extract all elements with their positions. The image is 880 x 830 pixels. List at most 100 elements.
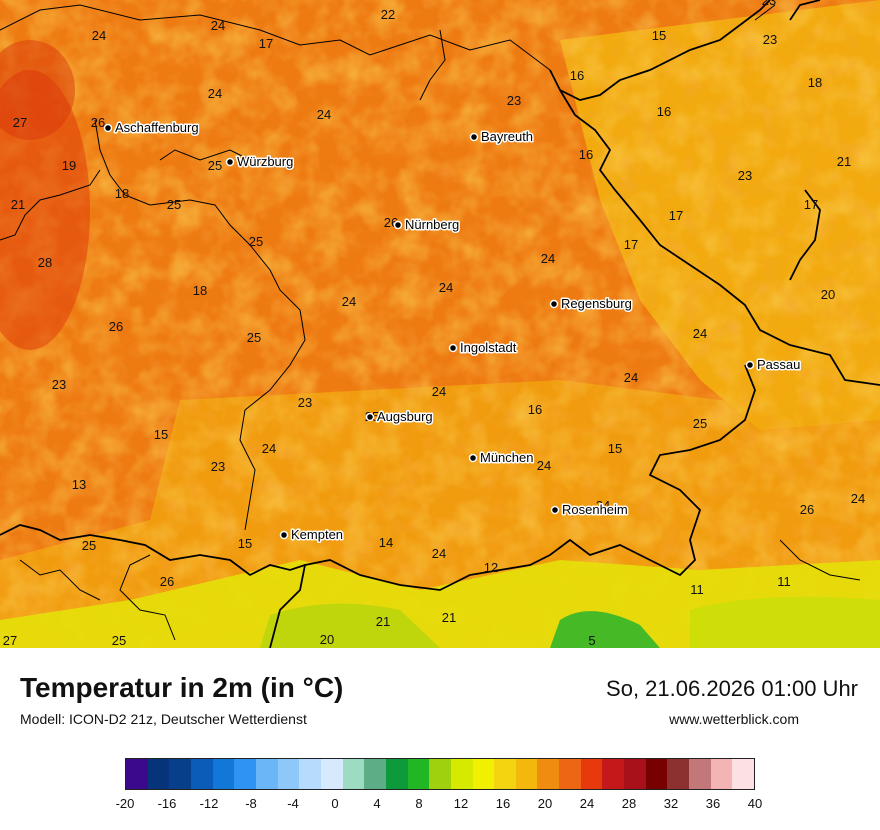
- legend-swatch: [624, 759, 646, 789]
- temperature-value: 26: [109, 319, 123, 334]
- legend-swatch: [645, 759, 668, 789]
- city-name: Kempten: [291, 527, 343, 542]
- temperature-value: 24: [317, 107, 331, 122]
- temperature-value: 25: [167, 197, 181, 212]
- temperature-value: 25: [247, 330, 261, 345]
- legend-tick-label: 0: [331, 796, 339, 811]
- legend-swatch: [602, 759, 625, 789]
- temperature-value: 24: [208, 86, 222, 101]
- temperature-value: 18: [193, 283, 207, 298]
- temperature-value: 11: [777, 574, 791, 589]
- legend-swatch: [494, 759, 516, 789]
- temperature-value: 21: [11, 197, 25, 212]
- city-marker: Würzburg: [225, 153, 295, 171]
- legend-swatch: [429, 759, 451, 789]
- temperature-value: 11: [690, 582, 704, 597]
- legend-swatch: [342, 759, 365, 789]
- legend-tick-label: -16: [157, 796, 177, 811]
- website-link[interactable]: www.wetterblick.com: [669, 711, 799, 727]
- map-footer: Temperatur in 2m (in °C) Modell: ICON-D2…: [0, 648, 880, 830]
- legend-swatch: [537, 759, 560, 789]
- temperature-value: 16: [657, 104, 671, 119]
- legend-tick-label: 8: [415, 796, 423, 811]
- temperature-value: 25: [208, 158, 222, 173]
- city-marker: Rosenheim: [550, 501, 629, 519]
- city-dot: [365, 412, 375, 422]
- legend-tick-label: -12: [199, 796, 219, 811]
- legend-swatch: [407, 759, 430, 789]
- city-marker: Augsburg: [365, 408, 434, 426]
- city-name: Rosenheim: [562, 502, 628, 517]
- temperature-value: 21: [376, 614, 390, 629]
- legend-tick-label: 36: [705, 796, 721, 811]
- temperature-value: 15: [238, 536, 252, 551]
- city-marker: Kempten: [279, 526, 345, 544]
- legend-swatch: [472, 759, 495, 789]
- temperature-value: 27: [13, 115, 27, 130]
- legend-swatch: [559, 759, 581, 789]
- legend-tick-label: 40: [747, 796, 763, 811]
- temperature-value: 14: [379, 535, 393, 550]
- legend-swatch: [732, 759, 755, 789]
- city-name: Passau: [757, 357, 800, 372]
- swiss-borders: [19, 539, 861, 641]
- legend-swatch: [689, 759, 711, 789]
- legend-swatch: [580, 759, 603, 789]
- temperature-value: 28: [38, 255, 52, 270]
- temperature-value: 23: [507, 93, 521, 108]
- city-marker: Bayreuth: [469, 128, 535, 146]
- temperature-value: 20: [320, 632, 334, 647]
- city-dot: [469, 132, 479, 142]
- temperature-value: 20: [821, 287, 835, 302]
- temperature-value: 24: [92, 28, 106, 43]
- legend-tick-label: 28: [621, 796, 637, 811]
- legend-swatch: [667, 759, 690, 789]
- temperature-value: 15: [652, 28, 666, 43]
- temperature-value: 15: [608, 441, 622, 456]
- legend-tick-label: 32: [663, 796, 679, 811]
- legend-swatch: [299, 759, 321, 789]
- temperature-value: 17: [804, 197, 818, 212]
- hot-zone-west: [0, 70, 90, 350]
- legend-swatch: [255, 759, 278, 789]
- legend-swatch: [169, 759, 191, 789]
- temperature-value: 21: [837, 154, 851, 169]
- legend-swatch: [277, 759, 300, 789]
- temperature-value: 21: [442, 610, 456, 625]
- color-legend: -20 -16 -12 -8 -4 0 4 8 12 16 20 24 28 32 36 40: [116, 758, 762, 811]
- temperature-value: 16: [579, 147, 593, 162]
- city-markers: Aschaffenburg Würzburg Bayreuth Nürnberg Reg…: [103, 119, 802, 544]
- temperature-value: 13: [72, 477, 86, 492]
- city-dot: [745, 360, 755, 370]
- legend-swatch: [212, 759, 235, 789]
- temperature-value: 26: [91, 115, 105, 130]
- temperature-value: 16: [570, 68, 584, 83]
- city-dot: [279, 530, 289, 540]
- city-name: München: [480, 450, 533, 465]
- hot-zone-northwest: [0, 40, 75, 140]
- temperature-value: 24: [262, 441, 276, 456]
- legend-swatch: [515, 759, 538, 789]
- temperature-value: 22: [381, 7, 395, 22]
- temperature-value: 24: [693, 326, 707, 341]
- temperature-value: 25: [82, 538, 96, 553]
- temperature-value: 24: [576, 297, 590, 312]
- city-marker: Regensburg: [549, 295, 633, 313]
- city-marker: Nürnberg: [393, 216, 461, 234]
- texture-layer-2: [0, 0, 880, 648]
- temperature-value: 24: [537, 458, 551, 473]
- temperature-value: 24: [432, 384, 446, 399]
- city-name: Ingolstadt: [460, 340, 517, 355]
- state-borders: [0, 4, 776, 531]
- temperature-value: 17: [669, 208, 683, 223]
- country-borders: [0, 0, 880, 648]
- legend-tick-label: -20: [115, 796, 135, 811]
- legend-swatch: [234, 759, 256, 789]
- temperature-value: 24: [439, 280, 453, 295]
- legend-swatch: [364, 759, 386, 789]
- legend-tick-label: -4: [287, 796, 299, 811]
- temperature-value: 23: [211, 459, 225, 474]
- temperature-value: 24: [432, 546, 446, 561]
- temperature-value: 24: [541, 251, 555, 266]
- city-dot: [468, 453, 478, 463]
